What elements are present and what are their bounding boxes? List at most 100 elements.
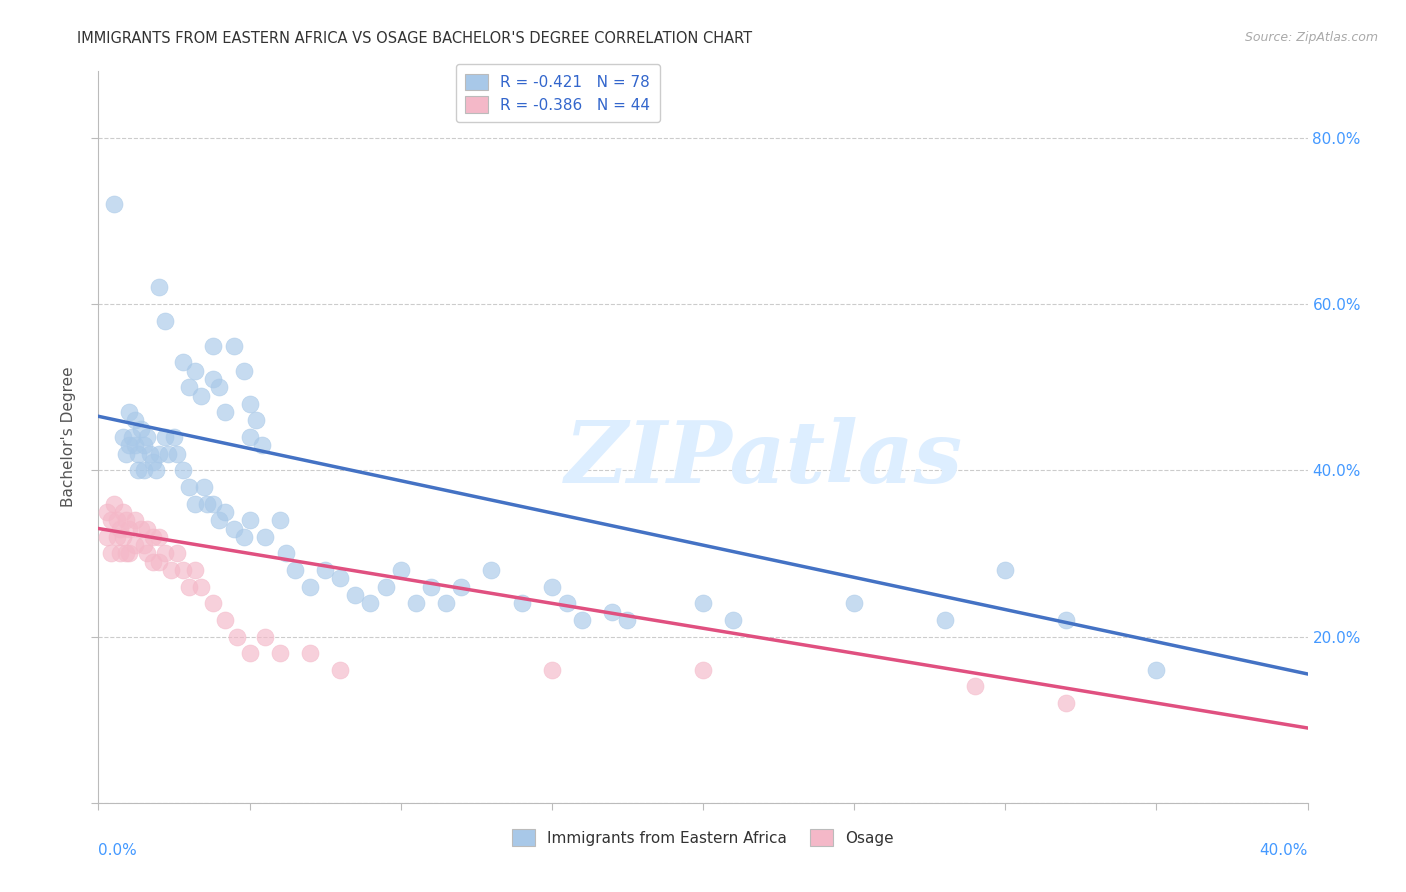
Point — [118, 438, 141, 452]
Point — [124, 513, 146, 527]
Point — [965, 680, 987, 694]
Point — [139, 447, 162, 461]
Point — [127, 463, 149, 477]
Point — [344, 588, 367, 602]
Point — [329, 571, 352, 585]
Point — [153, 546, 176, 560]
Point — [179, 480, 201, 494]
Point — [540, 580, 562, 594]
Point — [202, 372, 225, 386]
Point — [184, 563, 207, 577]
Point — [184, 363, 207, 377]
Point — [127, 447, 149, 461]
Point — [184, 497, 207, 511]
Y-axis label: Bachelor's Degree: Bachelor's Degree — [60, 367, 76, 508]
Point — [100, 546, 122, 560]
Point — [111, 530, 134, 544]
Point — [405, 596, 427, 610]
Point — [96, 530, 118, 544]
Point — [124, 438, 146, 452]
Point — [723, 613, 745, 627]
Point — [692, 663, 714, 677]
Point — [153, 430, 176, 444]
Point — [202, 596, 225, 610]
Point — [374, 580, 396, 594]
Point — [166, 447, 188, 461]
Point — [1144, 663, 1167, 677]
Text: Source: ZipAtlas.com: Source: ZipAtlas.com — [1244, 31, 1378, 45]
Point — [274, 546, 297, 560]
Point — [1054, 613, 1077, 627]
Point — [193, 480, 215, 494]
Point — [129, 521, 152, 535]
Point — [253, 630, 276, 644]
Point — [172, 463, 194, 477]
Point — [239, 397, 262, 411]
Point — [190, 388, 212, 402]
Point — [124, 538, 146, 552]
Point — [245, 413, 267, 427]
Point — [142, 455, 165, 469]
Point — [195, 497, 218, 511]
Point — [129, 422, 152, 436]
Point — [148, 447, 170, 461]
Point — [121, 430, 143, 444]
Point — [389, 563, 412, 577]
Point — [232, 363, 254, 377]
Point — [450, 580, 472, 594]
Point — [108, 521, 131, 535]
Point — [208, 513, 231, 527]
Point — [148, 530, 170, 544]
Point — [994, 563, 1017, 577]
Point — [105, 530, 128, 544]
Point — [153, 314, 176, 328]
Point — [555, 596, 578, 610]
Point — [239, 430, 262, 444]
Point — [135, 430, 157, 444]
Point — [224, 521, 246, 535]
Point — [284, 563, 307, 577]
Point — [172, 355, 194, 369]
Point — [142, 530, 165, 544]
Point — [420, 580, 443, 594]
Point — [226, 630, 249, 644]
Point — [329, 663, 352, 677]
Point — [692, 596, 714, 610]
Point — [114, 447, 136, 461]
Point — [202, 497, 225, 511]
Point — [166, 546, 188, 560]
Point — [224, 338, 246, 352]
Point — [105, 513, 128, 527]
Point — [214, 613, 236, 627]
Point — [540, 663, 562, 677]
Point — [844, 596, 866, 610]
Point — [124, 413, 146, 427]
Point — [190, 580, 212, 594]
Point — [571, 613, 593, 627]
Point — [214, 405, 236, 419]
Point — [156, 447, 179, 461]
Point — [434, 596, 457, 610]
Point — [163, 430, 186, 444]
Point — [103, 197, 125, 211]
Point — [103, 497, 125, 511]
Point — [118, 521, 141, 535]
Point — [111, 505, 134, 519]
Point — [132, 538, 155, 552]
Point — [616, 613, 638, 627]
Point — [118, 546, 141, 560]
Point — [299, 580, 322, 594]
Point — [114, 546, 136, 560]
Point — [179, 380, 201, 394]
Point — [179, 580, 201, 594]
Text: 40.0%: 40.0% — [1260, 843, 1308, 858]
Legend: Immigrants from Eastern Africa, Osage: Immigrants from Eastern Africa, Osage — [505, 822, 901, 854]
Text: IMMIGRANTS FROM EASTERN AFRICA VS OSAGE BACHELOR'S DEGREE CORRELATION CHART: IMMIGRANTS FROM EASTERN AFRICA VS OSAGE … — [77, 31, 752, 46]
Point — [108, 546, 131, 560]
Point — [132, 438, 155, 452]
Text: ZIPatlas: ZIPatlas — [564, 417, 963, 500]
Point — [145, 463, 167, 477]
Point — [934, 613, 956, 627]
Point — [135, 521, 157, 535]
Point — [269, 646, 291, 660]
